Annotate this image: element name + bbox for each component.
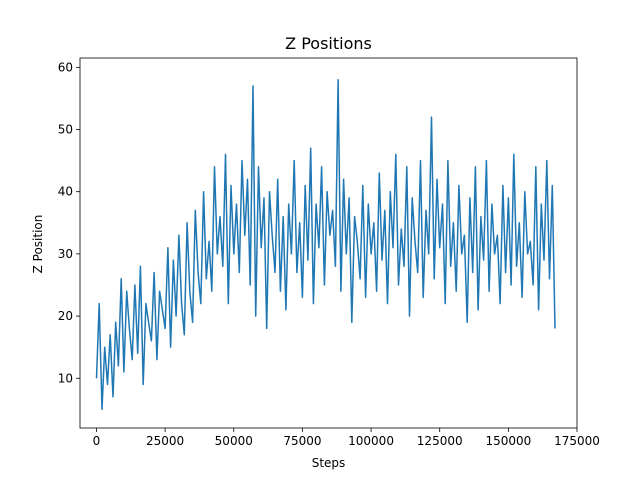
axes-frame	[79, 57, 578, 429]
x-tick-label: 50000	[215, 434, 253, 448]
y-tick-label: 60	[58, 60, 73, 74]
x-tick-label: 0	[93, 434, 101, 448]
series-line-0	[95, 79, 556, 411]
chart-title: Z Positions	[285, 34, 372, 53]
x-tick-label: 25000	[146, 434, 184, 448]
x-tick-label: 100000	[348, 434, 394, 448]
x-axis-label: Steps	[312, 456, 346, 470]
x-tick-label: 150000	[485, 434, 531, 448]
y-tick-label: 20	[58, 309, 73, 323]
y-tick-label: 10	[58, 371, 73, 385]
x-tick-label: 175000	[554, 434, 600, 448]
y-tick-label: 40	[58, 185, 73, 199]
y-tick-label: 50	[58, 123, 73, 137]
y-axis-label: Z Position	[31, 215, 45, 274]
y-tick-label: 30	[58, 247, 73, 261]
x-tick-label: 125000	[417, 434, 463, 448]
x-tick-label: 75000	[283, 434, 321, 448]
plot-area: 0 25000 50000 75000 100000 125000 150000 175000…	[58, 57, 600, 448]
